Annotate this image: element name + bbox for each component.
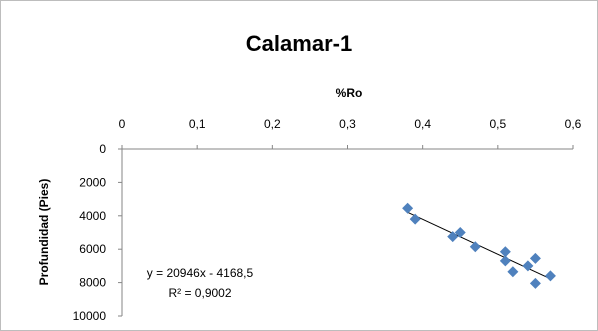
data-point bbox=[529, 252, 541, 264]
data-point bbox=[409, 213, 421, 225]
data-point bbox=[529, 277, 541, 289]
x-tick-label: 0,5 bbox=[489, 117, 506, 131]
data-point bbox=[469, 241, 481, 253]
x-tick-label: 0,1 bbox=[189, 117, 206, 131]
y-tick-labels: 0 2000 4000 6000 8000 10000 bbox=[73, 142, 107, 323]
x-tick-label: 0 bbox=[119, 117, 126, 131]
x-axis-title: %Ro bbox=[336, 86, 363, 100]
x-tick-label: 0,2 bbox=[264, 117, 281, 131]
chart-title: Calamar-1 bbox=[246, 31, 352, 56]
data-point bbox=[402, 202, 414, 214]
x-tick-label: 0,4 bbox=[414, 117, 431, 131]
x-tick-labels: 0 0,1 0,2 0,3 0,4 0,5 0,6 bbox=[119, 117, 582, 131]
y-axis-title: Profundidad (Pies) bbox=[37, 179, 51, 286]
y-tick-label: 2000 bbox=[79, 175, 106, 189]
y-tick-label: 8000 bbox=[79, 276, 106, 290]
y-tick-label: 10000 bbox=[73, 309, 107, 323]
data-point bbox=[447, 231, 459, 243]
data-point bbox=[522, 260, 534, 272]
y-tick-label: 6000 bbox=[79, 242, 106, 256]
trendline-r2: R² = 0,9002 bbox=[168, 286, 231, 300]
x-tick-label: 0,6 bbox=[565, 117, 582, 131]
y-tick-label: 4000 bbox=[79, 209, 106, 223]
trendline-equation: y = 20946x - 4168,5 bbox=[147, 266, 254, 280]
data-point bbox=[507, 266, 519, 278]
axes bbox=[118, 145, 574, 317]
data-point bbox=[544, 270, 556, 282]
y-tick-label: 0 bbox=[99, 142, 106, 156]
data-points bbox=[402, 202, 556, 289]
data-point bbox=[454, 227, 466, 238]
x-tick-label: 0,3 bbox=[339, 117, 356, 131]
data-point bbox=[499, 246, 511, 258]
data-point bbox=[499, 255, 511, 267]
